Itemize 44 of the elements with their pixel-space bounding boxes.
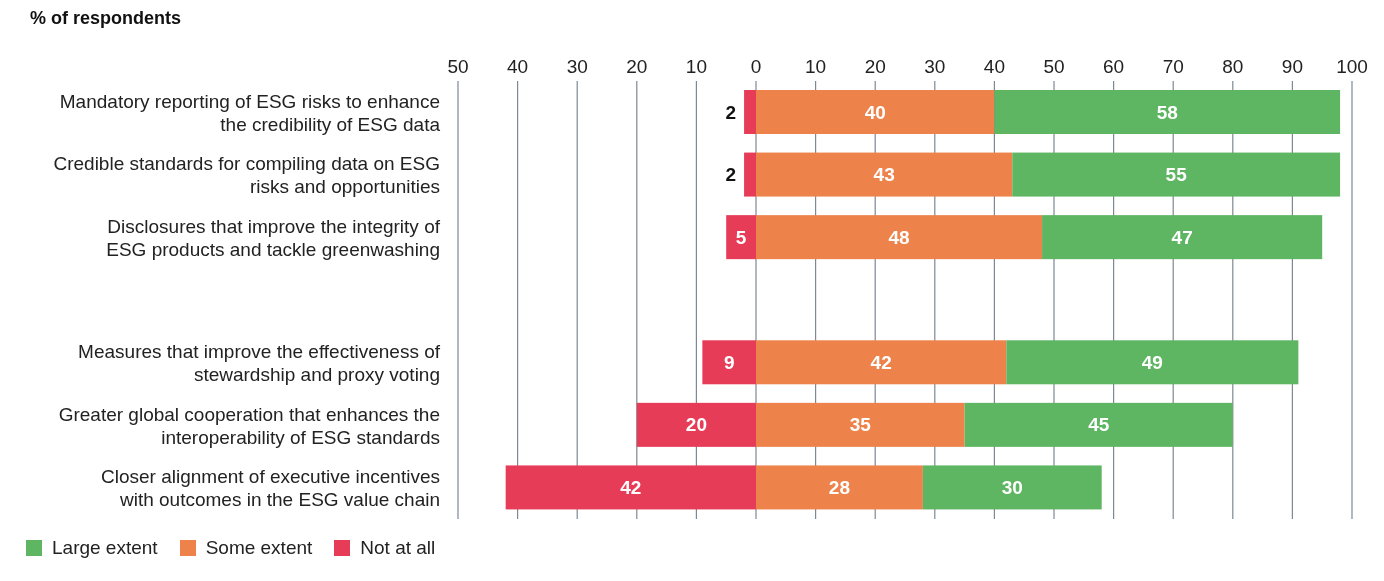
data-label: 30 <box>1001 476 1023 498</box>
x-tick-label: 30 <box>566 56 588 77</box>
data-label: 9 <box>723 351 735 373</box>
data-label: 49 <box>1141 351 1163 373</box>
y-tick-label: Credible standards for compiling data on ESG risks and opportunities <box>53 152 440 197</box>
y-tick-label: Measures that improve the effectiveness of stewardship and proxy voting <box>78 340 441 385</box>
legend-label: Some extent <box>205 537 313 559</box>
x-tick-label: 70 <box>1162 56 1184 77</box>
data-label: 5 <box>735 226 747 248</box>
x-tick-label: 10 <box>805 56 827 77</box>
x-tick-label: 40 <box>507 56 529 77</box>
data-label: 43 <box>873 164 895 186</box>
data-label: 2 <box>725 101 737 123</box>
x-tick-label: 20 <box>864 56 886 77</box>
data-label: 42 <box>870 351 892 373</box>
y-tick-label: Closer alignment of executive incentives with outcomes in the ESG value chain <box>100 465 440 510</box>
x-tick-label: 40 <box>983 56 1005 77</box>
x-tick-label: 50 <box>1043 56 1065 77</box>
x-tick-label: 50 <box>447 56 469 77</box>
x-tick-label: 100 <box>1336 56 1368 77</box>
data-label: 40 <box>864 101 886 123</box>
legend-label: Not at all <box>360 537 436 559</box>
data-label: 55 <box>1165 164 1188 186</box>
data-label: 42 <box>620 476 642 498</box>
data-label: 58 <box>1156 101 1178 123</box>
y-tick-label: Disclosures that improve the integrity of ESG products and tackle greenwashing <box>106 215 441 260</box>
data-label: 35 <box>849 414 872 436</box>
x-tick-label: 20 <box>626 56 648 77</box>
data-label: 20 <box>685 414 707 436</box>
data-label: 47 <box>1171 226 1193 248</box>
x-tick-label: 30 <box>924 56 946 77</box>
x-tick-label: 60 <box>1103 56 1125 77</box>
x-tick-label: 10 <box>685 56 707 77</box>
text: % of respondents <box>29 8 182 29</box>
data-label: 48 <box>888 226 910 248</box>
data-label: 28 <box>828 476 851 498</box>
x-tick-label: 90 <box>1281 56 1303 77</box>
y-tick-label: Mandatory reporting of ESG risks to enhance the credibility of ESG data <box>59 90 441 135</box>
data-label: 45 <box>1088 414 1110 436</box>
x-tick-label: 80 <box>1222 56 1244 77</box>
x-tick-label: 0 <box>750 56 762 77</box>
y-tick-label: Greater global cooperation that enhances the interoperability of ESG standards <box>58 403 440 448</box>
data-label: 2 <box>725 164 737 186</box>
legend-label: Large extent <box>52 537 158 559</box>
